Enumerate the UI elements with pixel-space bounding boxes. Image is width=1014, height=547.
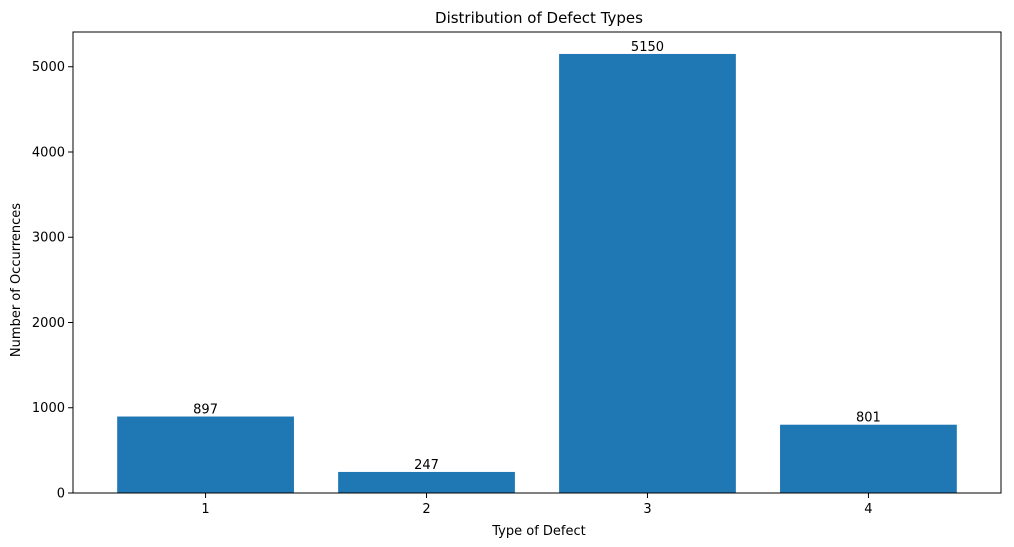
bar-1	[117, 416, 294, 493]
plot-area: 897 247 5150 801 0 1000 2000 3000 4000 5000 1 2 3 4	[32, 31, 1002, 517]
x-tick-label: 4	[864, 502, 872, 517]
y-axis-label: Number of Occurrences	[9, 203, 24, 357]
y-tick-label: 2000	[32, 316, 65, 331]
x-axis-label: Type of Defect	[491, 524, 585, 539]
y-tick-label: 3000	[32, 231, 65, 246]
chart-title: Distribution of Defect Types	[435, 9, 643, 27]
data-label-4: 801	[856, 411, 881, 426]
x-tick-label: 2	[422, 502, 430, 517]
y-tick-label: 4000	[32, 145, 65, 160]
axes-frame	[72, 31, 1002, 494]
bar-3	[559, 53, 736, 493]
y-tick-label: 0	[57, 487, 65, 502]
bar-4	[780, 424, 957, 493]
y-tick-label: 1000	[32, 401, 65, 416]
bar-2	[338, 471, 515, 493]
data-label-1: 897	[193, 403, 218, 418]
y-tick-label: 5000	[32, 60, 65, 75]
data-label-3: 5150	[631, 40, 664, 55]
x-tick-label: 1	[201, 502, 209, 517]
data-label-2: 247	[414, 458, 439, 473]
x-tick-label: 3	[643, 502, 651, 517]
